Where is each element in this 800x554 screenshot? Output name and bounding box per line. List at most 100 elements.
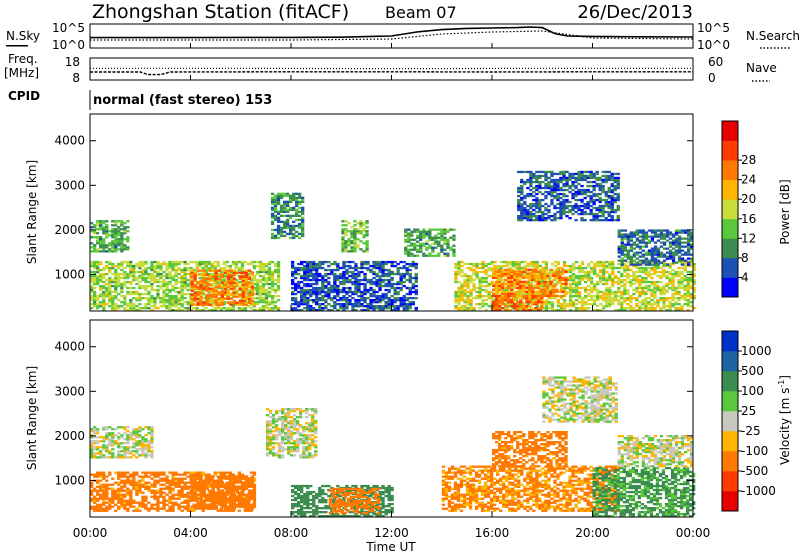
power-cell <box>638 309 642 312</box>
power-cell <box>647 270 651 274</box>
power-cell <box>342 282 346 286</box>
power-cell <box>602 262 606 266</box>
power-cell <box>276 210 281 213</box>
power-cell <box>235 303 239 306</box>
power-cell <box>538 219 542 222</box>
power-cell <box>638 241 642 244</box>
power-cell <box>362 228 366 231</box>
power-cell <box>525 305 529 308</box>
power-cell <box>547 303 552 306</box>
power-cell <box>129 305 133 308</box>
power-cell <box>466 284 470 288</box>
power-cell <box>562 286 567 290</box>
power-cell <box>126 262 130 266</box>
power-cell <box>683 286 687 290</box>
power-cell <box>587 274 591 278</box>
power-cell <box>159 284 163 288</box>
power-cell <box>234 290 238 294</box>
power-cell <box>202 269 206 272</box>
power-cell <box>246 262 251 266</box>
power-cell <box>354 292 358 296</box>
power-cell <box>553 260 558 264</box>
power-cell <box>653 229 658 232</box>
power-cell <box>596 260 600 264</box>
power-cell <box>261 276 266 280</box>
velocity-cell <box>90 456 94 459</box>
power-cell <box>384 262 388 266</box>
power-cell <box>315 266 319 270</box>
power-cell <box>501 290 505 293</box>
power-cell <box>644 276 648 280</box>
power-cell <box>276 228 281 232</box>
power-cell <box>90 236 94 239</box>
power-cell <box>105 232 109 235</box>
power-cell <box>565 268 570 272</box>
power-cell <box>583 219 587 222</box>
power-cell <box>662 301 666 304</box>
power-cell <box>668 301 672 304</box>
power-cell <box>623 290 627 294</box>
power-cell <box>513 274 517 277</box>
power-cell <box>375 290 379 294</box>
power-cell <box>472 268 476 272</box>
power-cell <box>241 283 246 286</box>
power-cell <box>243 309 248 312</box>
power-cell <box>544 303 549 306</box>
power-cell <box>526 264 530 268</box>
power-cell <box>318 286 322 290</box>
power-cell <box>495 274 499 277</box>
power-cell <box>519 305 523 308</box>
power-cell <box>292 236 296 240</box>
power-cell <box>419 230 423 233</box>
power-cell <box>241 303 246 306</box>
power-cell <box>174 272 178 276</box>
power-cell <box>162 282 166 286</box>
power-cell <box>677 260 681 264</box>
power-cell <box>632 276 636 280</box>
power-cell <box>123 299 127 302</box>
power-cell <box>677 280 681 284</box>
velocity-cell <box>90 428 94 431</box>
power-cell <box>490 290 494 294</box>
power-cell <box>626 260 630 264</box>
power-cell <box>196 291 200 294</box>
power-cell <box>362 236 366 239</box>
power-cell <box>207 301 211 304</box>
power-cell <box>644 301 648 304</box>
power-cell <box>599 270 603 274</box>
power-cell <box>635 280 639 284</box>
power-cell <box>378 274 382 278</box>
power-cell <box>692 282 696 286</box>
power-cell <box>638 263 642 266</box>
power-cell <box>574 176 578 180</box>
power-cell <box>598 176 602 180</box>
power-cell <box>198 309 202 312</box>
power-cell <box>150 299 154 302</box>
power-cell <box>297 303 301 306</box>
power-cell <box>362 250 366 253</box>
power-cell <box>641 299 645 302</box>
power-cell <box>159 272 163 276</box>
power-cell <box>108 270 112 274</box>
power-cell <box>291 280 295 284</box>
power-cell <box>647 286 651 290</box>
power-cell <box>270 192 275 195</box>
power-cell <box>114 288 118 292</box>
power-cell <box>111 240 115 243</box>
power-cell <box>111 280 115 284</box>
power-cell <box>540 274 544 277</box>
power-cell <box>111 230 115 233</box>
power-cell <box>647 229 652 232</box>
power-cell <box>662 299 666 302</box>
power-cell <box>620 229 624 232</box>
power-cell <box>267 278 272 282</box>
power-cell <box>223 293 227 296</box>
power-cell <box>283 234 287 238</box>
power-cell <box>650 305 654 308</box>
power-cell <box>562 206 566 210</box>
power-cell <box>484 278 488 282</box>
power-cell <box>407 250 411 253</box>
power-cell <box>626 280 630 284</box>
power-cell <box>562 301 567 304</box>
power-cell <box>93 264 97 268</box>
